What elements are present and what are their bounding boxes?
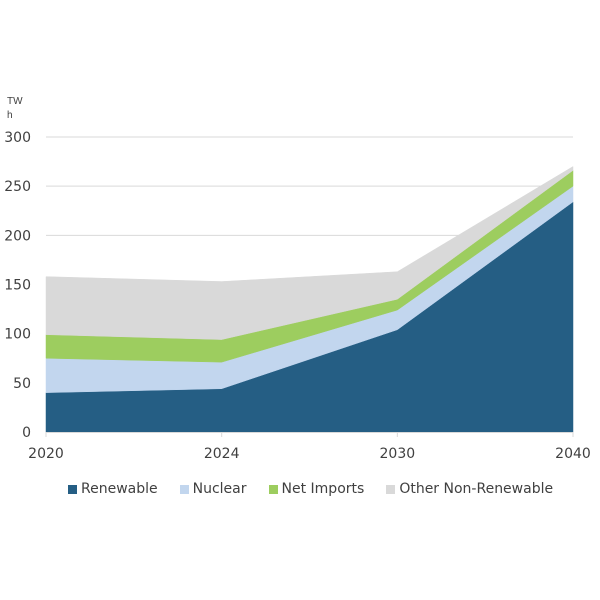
legend-swatch: [68, 484, 77, 494]
y-tick-label: 50: [13, 376, 31, 392]
legend-swatch: [268, 484, 278, 494]
legend-label: Net Imports: [281, 481, 365, 497]
area-series: [45, 166, 574, 433]
legend-item-renewable: Renewable: [68, 481, 158, 497]
y-unit-label-line-2: h: [7, 110, 13, 121]
y-tick-labels: 0 50 100 150 200 250 300: [4, 130, 31, 441]
legend-label: Other Non-Renewable: [399, 481, 554, 497]
axes: [45, 432, 574, 437]
y-tick-label: 0: [22, 425, 31, 441]
legend-item-net-imports: Net Imports: [268, 481, 365, 497]
legend: Renewable Nuclear Net Imports Other Non-Ren…: [68, 481, 575, 497]
y-tick-label: 250: [4, 179, 31, 195]
legend-swatch: [179, 484, 189, 494]
legend-label: Nuclear: [192, 481, 247, 497]
x-tick-labels: 2020 2024 2030 2040: [28, 446, 591, 462]
y-tick-label: 200: [4, 228, 31, 244]
area-other-non-renewable: [45, 166, 574, 340]
y-tick-label: 300: [4, 130, 31, 146]
x-tick-label: 2024: [204, 446, 240, 462]
legend-label: Renewable: [81, 481, 158, 497]
legend-item-nuclear: Nuclear: [179, 481, 247, 497]
x-tick-label: 2030: [380, 446, 416, 462]
x-tick-label: 2040: [555, 446, 591, 462]
y-unit-label-line-1: TW: [7, 96, 23, 107]
x-tick-label: 2020: [28, 446, 64, 462]
legend-item-other-non-renewable: Other Non-Renewable: [386, 481, 553, 497]
y-tick-label: 150: [4, 278, 31, 294]
legend-swatch: [386, 484, 396, 494]
y-tick-label: 100: [4, 327, 31, 343]
